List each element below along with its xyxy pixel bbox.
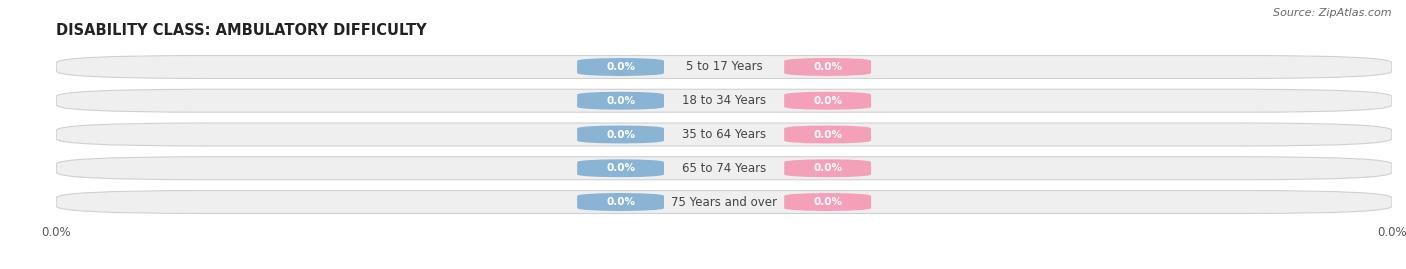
FancyBboxPatch shape: [785, 193, 872, 211]
Text: 0.0%: 0.0%: [813, 96, 842, 106]
FancyBboxPatch shape: [785, 159, 872, 177]
FancyBboxPatch shape: [578, 193, 664, 211]
Text: 0.0%: 0.0%: [813, 62, 842, 72]
Text: 0.0%: 0.0%: [606, 129, 636, 140]
Text: 0.0%: 0.0%: [813, 197, 842, 207]
FancyBboxPatch shape: [785, 92, 872, 110]
Text: Source: ZipAtlas.com: Source: ZipAtlas.com: [1274, 8, 1392, 18]
Text: DISABILITY CLASS: AMBULATORY DIFFICULTY: DISABILITY CLASS: AMBULATORY DIFFICULTY: [56, 23, 427, 38]
Text: 35 to 64 Years: 35 to 64 Years: [682, 128, 766, 141]
FancyBboxPatch shape: [56, 55, 1392, 79]
Text: 18 to 34 Years: 18 to 34 Years: [682, 94, 766, 107]
FancyBboxPatch shape: [56, 190, 1392, 214]
Text: 75 Years and over: 75 Years and over: [671, 196, 778, 208]
Text: 0.0%: 0.0%: [606, 197, 636, 207]
Text: 0.0%: 0.0%: [606, 62, 636, 72]
FancyBboxPatch shape: [578, 92, 664, 110]
FancyBboxPatch shape: [785, 125, 872, 144]
Text: 0.0%: 0.0%: [606, 96, 636, 106]
Text: 65 to 74 Years: 65 to 74 Years: [682, 162, 766, 175]
FancyBboxPatch shape: [785, 58, 872, 76]
Text: 5 to 17 Years: 5 to 17 Years: [686, 61, 762, 73]
FancyBboxPatch shape: [56, 89, 1392, 112]
Text: 0.0%: 0.0%: [813, 163, 842, 173]
FancyBboxPatch shape: [578, 159, 664, 177]
FancyBboxPatch shape: [578, 125, 664, 144]
FancyBboxPatch shape: [56, 123, 1392, 146]
Text: 0.0%: 0.0%: [813, 129, 842, 140]
Text: 0.0%: 0.0%: [606, 163, 636, 173]
FancyBboxPatch shape: [56, 157, 1392, 180]
FancyBboxPatch shape: [578, 58, 664, 76]
